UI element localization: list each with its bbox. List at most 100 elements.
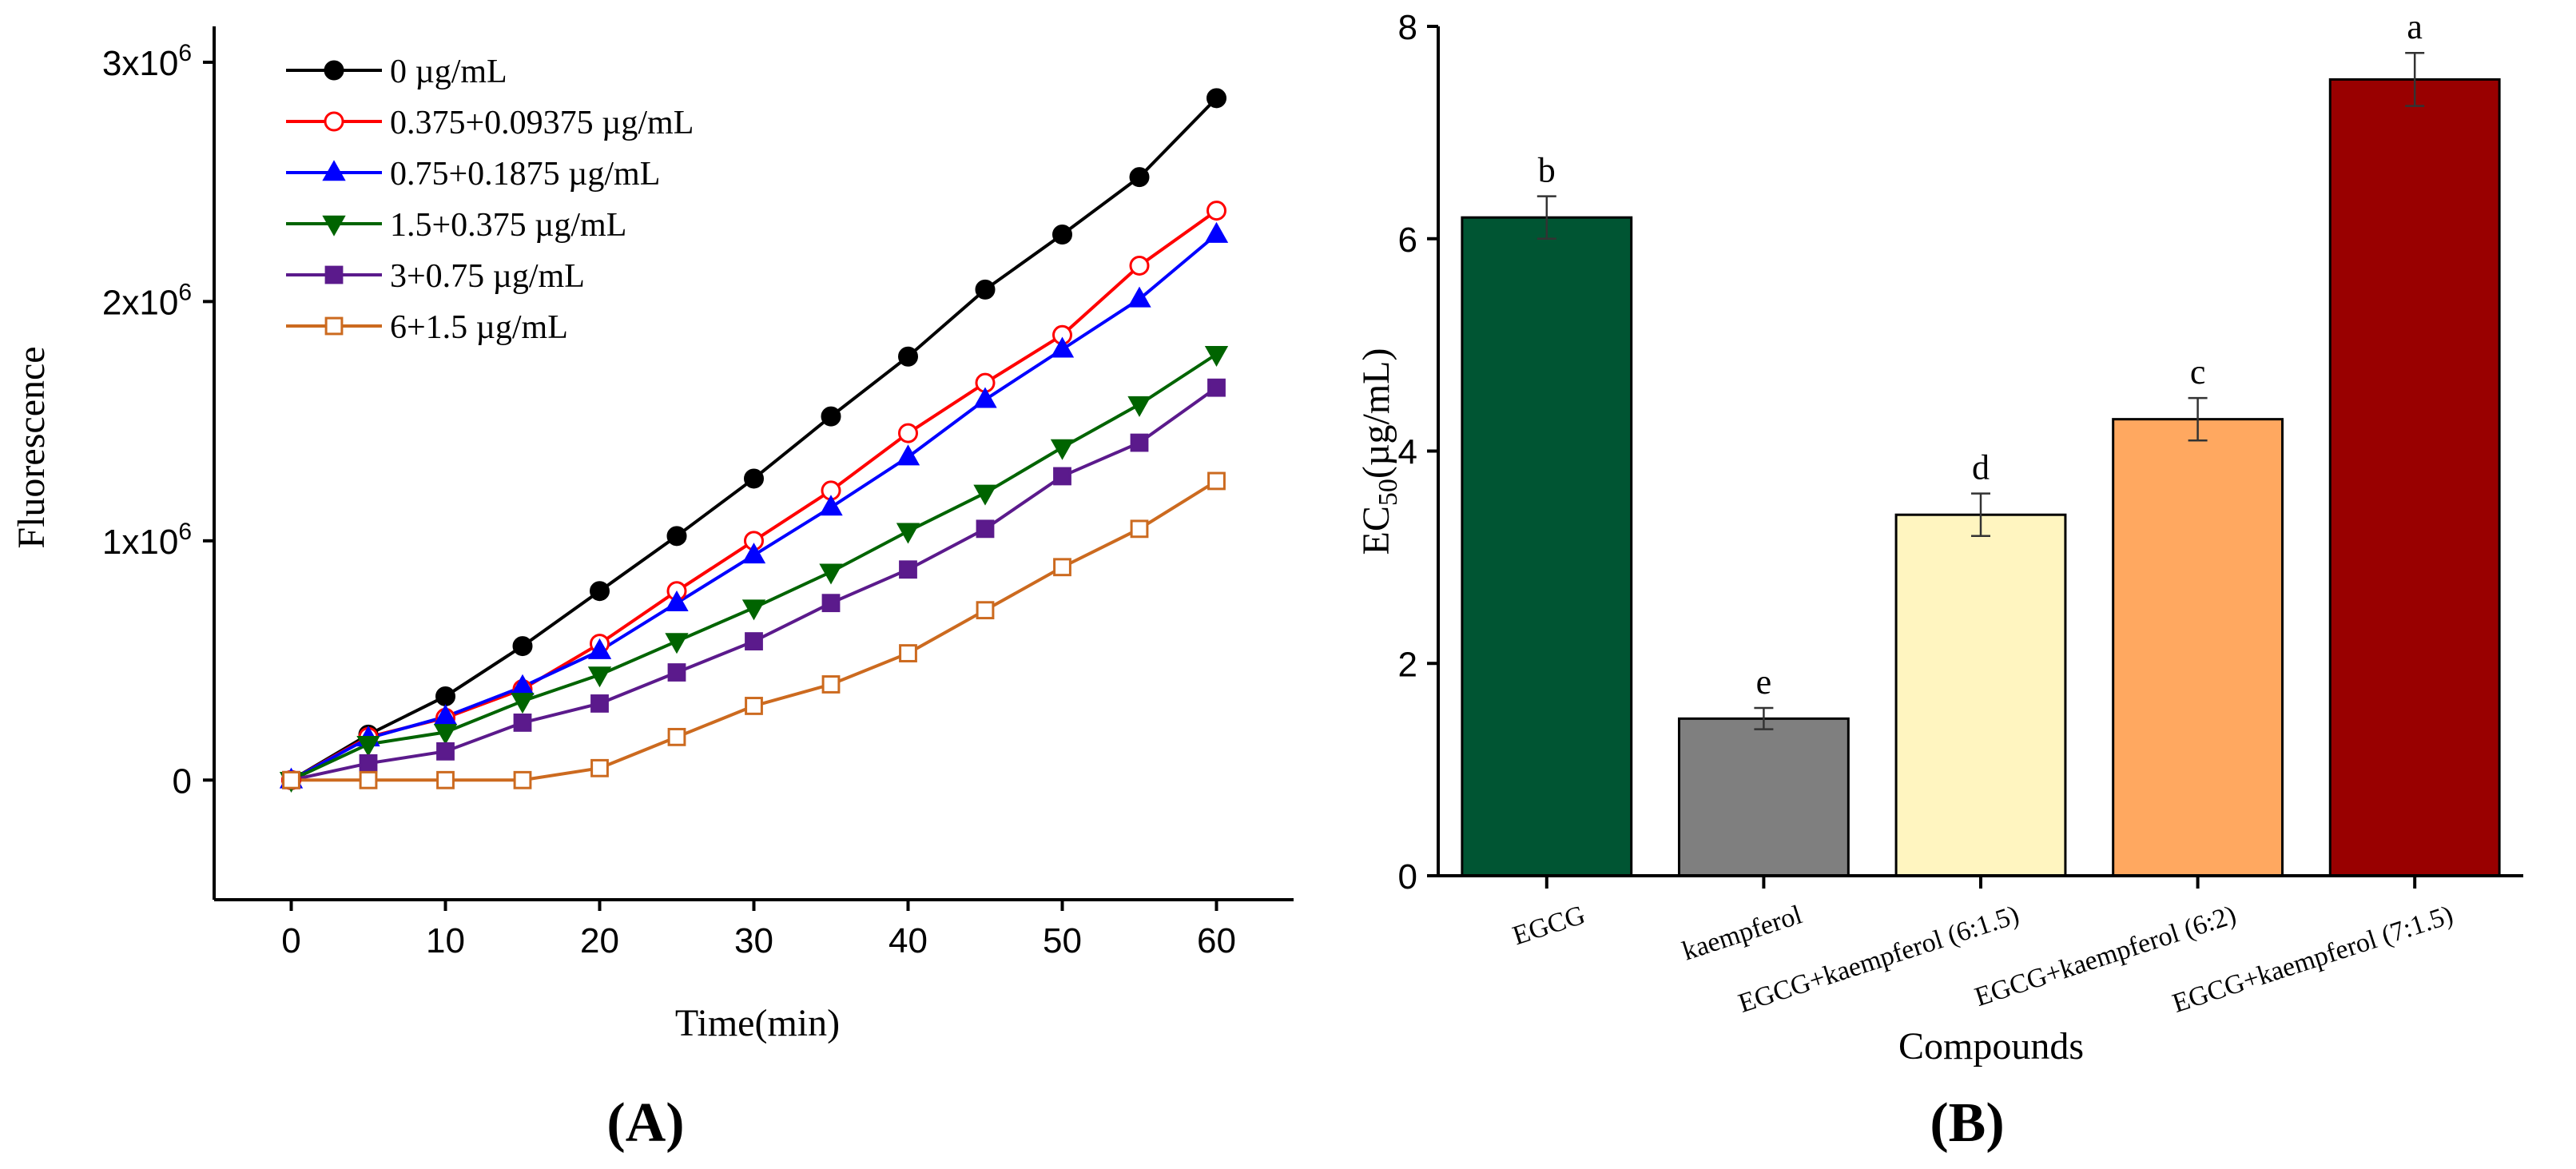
marker-circle xyxy=(1207,201,1226,221)
bar-egcg-kaempferol-6-1-5 xyxy=(1894,513,2067,877)
marker-circle xyxy=(1129,255,1150,276)
marker-square xyxy=(976,601,995,620)
y-axis-title-b-post: (µg/mL) xyxy=(1355,348,1397,479)
y-tick-label-base: 0 xyxy=(173,761,192,801)
marker-circle xyxy=(324,111,344,132)
x-tick-label-a: 50 xyxy=(1043,921,1082,960)
legend-label-1: 0 µg/mL xyxy=(390,54,507,90)
marker-triangle-up xyxy=(973,387,997,408)
marker-triangle-down xyxy=(322,215,346,237)
marker-triangle-down xyxy=(973,484,997,506)
marker-circle xyxy=(821,406,841,427)
bar-egcg xyxy=(1461,216,1633,877)
marker-circle xyxy=(435,686,455,706)
marker-triangle-down xyxy=(896,523,920,544)
significance-label: e xyxy=(1756,662,1772,702)
panel-label-a: (A) xyxy=(606,1092,684,1154)
marker-circle xyxy=(898,423,918,443)
y-axis-title-a: Fluorescence xyxy=(10,346,53,548)
marker-circle xyxy=(666,526,687,547)
marker-square xyxy=(1053,558,1071,577)
marker-square xyxy=(976,519,995,539)
marker-circle xyxy=(744,468,764,489)
y-tick-label-a: 3x106 xyxy=(102,40,192,83)
y-tick-label-b: 8 xyxy=(1398,8,1417,47)
y-axis-title-b: EC50(µg/mL) xyxy=(1355,348,1403,555)
marker-triangle-up xyxy=(587,638,612,659)
y-tick-label-exp: 6 xyxy=(178,40,192,66)
marker-circle xyxy=(898,346,918,367)
panel-label-b: (B) xyxy=(1930,1092,2004,1154)
legend-label-2: 0.375+0.09375 µg/mL xyxy=(390,105,694,141)
marker-square xyxy=(899,644,917,662)
marker-square xyxy=(513,714,532,732)
series-line-2 xyxy=(290,209,1218,782)
x-tick-label-b: EGCG xyxy=(1509,900,1588,951)
marker-square xyxy=(1130,519,1149,539)
marker-triangle-up xyxy=(1050,336,1075,358)
marker-triangle-up xyxy=(1204,221,1229,243)
y-tick-label-exp: 6 xyxy=(178,519,192,545)
significance-label: b xyxy=(1538,151,1556,190)
x-tick-label-a: 30 xyxy=(734,921,773,960)
marker-circle xyxy=(1129,167,1150,188)
y-tick-label-exp: 6 xyxy=(178,279,192,305)
marker-triangle-down xyxy=(665,633,689,654)
marker-triangle-down xyxy=(819,563,843,585)
marker-triangle-down xyxy=(1127,396,1151,417)
x-tick-label-a: 20 xyxy=(580,921,619,960)
y-axis-title-b-pre: EC xyxy=(1355,506,1397,555)
marker-square xyxy=(590,758,609,777)
marker-square xyxy=(667,727,686,746)
x-tick-label-b: kaempferol xyxy=(1679,900,1806,966)
significance-label: a xyxy=(2407,7,2423,46)
marker-square xyxy=(899,560,917,579)
marker-circle xyxy=(975,279,996,300)
marker-square xyxy=(359,770,378,789)
marker-square xyxy=(667,663,686,682)
marker-circle xyxy=(1052,225,1072,245)
x-axis-title-a: Time(min) xyxy=(675,1002,840,1044)
marker-square xyxy=(1207,378,1226,397)
marker-triangle-down xyxy=(356,736,380,757)
marker-square xyxy=(590,694,609,713)
marker-triangle-up xyxy=(322,160,346,181)
marker-square xyxy=(1130,433,1149,452)
marker-square xyxy=(282,770,300,789)
marker-triangle-up xyxy=(433,704,458,726)
series-line-4 xyxy=(290,352,1218,782)
x-tick-label-a: 40 xyxy=(888,921,928,960)
marker-square xyxy=(436,742,455,761)
marker-triangle-up xyxy=(741,543,766,564)
marker-triangle-up xyxy=(896,444,920,466)
marker-square xyxy=(324,265,344,284)
significance-label: d xyxy=(1972,448,1990,487)
y-tick-label-a: 2x106 xyxy=(102,279,192,322)
marker-circle xyxy=(1207,88,1226,109)
marker-triangle-down xyxy=(433,724,458,746)
marker-square xyxy=(324,316,344,336)
legend-label-4: 1.5+0.375 µg/mL xyxy=(390,207,626,244)
marker-triangle-up xyxy=(819,495,843,516)
y-axis-title-b-sub: 50 xyxy=(1373,479,1403,506)
bar-kaempferol xyxy=(1677,717,1850,877)
marker-triangle-down xyxy=(1050,439,1075,460)
marker-square xyxy=(359,753,378,773)
marker-square xyxy=(745,697,763,715)
legend-label-5: 3+0.75 µg/mL xyxy=(390,258,585,295)
y-tick-label-b: 2 xyxy=(1398,645,1417,684)
y-tick-label-base: 1x10 xyxy=(102,523,178,562)
legend-label-6: 6+1.5 µg/mL xyxy=(390,309,568,346)
y-tick-label-b: 0 xyxy=(1398,857,1417,897)
y-tick-label-a: 0 xyxy=(173,761,192,801)
y-tick-label-b: 6 xyxy=(1398,221,1417,260)
marker-circle xyxy=(590,581,610,602)
marker-square xyxy=(436,770,455,789)
significance-label: c xyxy=(2190,352,2206,392)
marker-triangle-down xyxy=(511,693,535,714)
marker-circle xyxy=(324,60,344,81)
marker-square xyxy=(745,632,763,650)
marker-square xyxy=(821,594,841,613)
legend-label-3: 0.75+0.1875 µg/mL xyxy=(390,156,660,193)
